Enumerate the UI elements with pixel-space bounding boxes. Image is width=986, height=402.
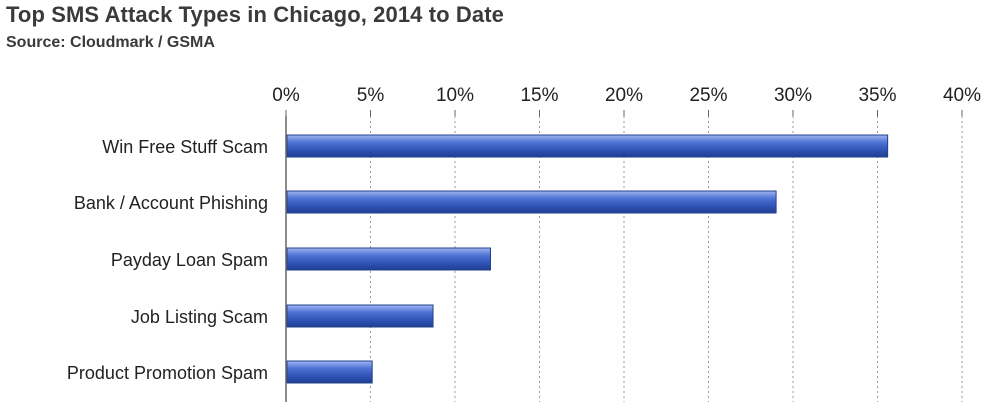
x-tick-label: 35% (858, 85, 896, 106)
x-tick-label: 40% (943, 85, 981, 106)
x-tick-label: 0% (272, 85, 300, 106)
bar (286, 247, 491, 271)
bar (286, 360, 373, 384)
bars (286, 134, 889, 384)
category-label: Product Promotion Spam (67, 363, 268, 383)
category-label: Job Listing Scam (131, 307, 268, 327)
category-labels: Win Free Stuff Scam Bank / Account Phishi… (67, 137, 268, 383)
category-label: Bank / Account Phishing (74, 193, 268, 213)
category-label: Win Free Stuff Scam (102, 137, 268, 157)
x-tick-label: 10% (436, 85, 474, 106)
x-tick-label: 25% (689, 85, 727, 106)
x-tick-label: 15% (520, 85, 558, 106)
bar (286, 134, 889, 158)
x-tick-label: 5% (357, 85, 385, 106)
bar (286, 304, 434, 328)
bar (286, 190, 777, 214)
x-tick-label: 20% (605, 85, 643, 106)
chart-title: Top SMS Attack Types in Chicago, 2014 to… (6, 2, 504, 27)
x-tick-label: 30% (774, 85, 812, 106)
x-axis-ticks: 0% 5% 10% 15% 20% 25% 30% 35% 40% (272, 85, 981, 116)
category-label: Payday Loan Spam (111, 250, 268, 270)
chart-subtitle: Source: Cloudmark / GSMA (6, 34, 215, 51)
